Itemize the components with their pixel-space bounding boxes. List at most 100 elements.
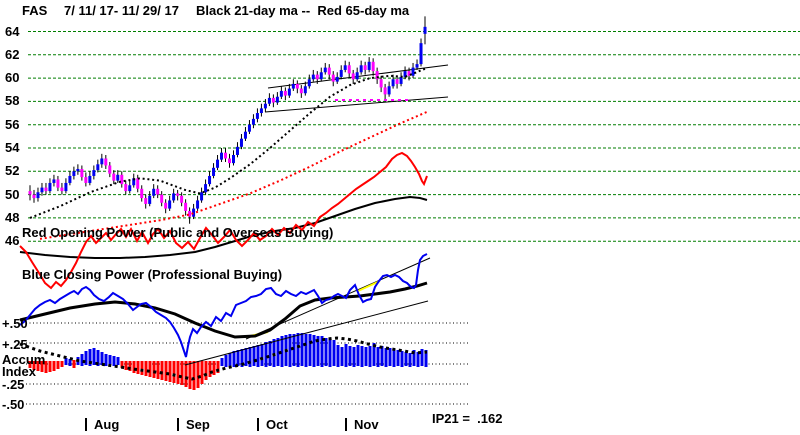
candle-down [295,83,299,89]
candle-up [132,178,136,186]
accum-bar [388,348,392,366]
candle-down [180,195,184,203]
candle-up [48,182,52,192]
accum-bar [112,356,116,366]
accum-bar [44,361,48,373]
accum-bar [224,355,228,367]
candle-up [367,61,371,70]
accum-level-label: -.50 [2,397,25,412]
accum-bar [324,338,328,366]
accum-bar [188,361,192,389]
candle-up [40,187,44,193]
accum-bar [184,361,188,387]
accum-bar [180,361,184,385]
accum-dotted-ma [19,336,428,381]
price-tick-label: 54 [5,140,20,155]
accum-bar [344,344,348,367]
accum-level-label: -.25 [2,377,25,392]
candle-down [224,152,228,159]
candle-up [231,154,235,164]
accum-bar [380,346,384,366]
accum-bar [232,351,236,367]
candle-up [279,90,283,97]
accum-bar [156,361,160,379]
candle-up [116,174,120,181]
candle-down [283,90,287,96]
price-tick-label: 64 [5,23,20,39]
price-tick-label: 58 [5,93,20,109]
price-tick-label: 48 [5,209,20,225]
accum-bar [248,347,252,367]
candle-up [212,167,216,176]
price-tick-label: 52 [5,163,20,179]
ma65-dotted [39,110,428,240]
candle-down [44,187,48,192]
accum-bar [80,354,84,366]
accum-bar [368,346,372,367]
accum-level-label: +.50 [2,316,28,331]
candle-up [172,193,176,201]
accum-bar [416,352,420,367]
price-trendline [264,96,449,113]
candle-up [76,168,80,172]
accum-bar [200,361,204,384]
price-tick-label: 50 [5,186,20,202]
accum-bar [352,347,356,367]
candle-up [267,97,271,104]
accum-bar [220,358,224,366]
accum-bar [176,361,180,384]
accum-bar [60,361,64,367]
accum-bar [328,338,332,367]
candle-up [148,195,152,204]
accum-index-label-line2: Index [2,364,36,379]
accum-bar [104,354,108,366]
accum-bar [312,335,316,367]
accum-bar [240,349,244,367]
candle-down [56,179,60,188]
accum-bar [268,341,272,366]
accum-bar [148,361,152,377]
candle-up [411,67,415,76]
candle-up [92,170,96,176]
opening-power-label: Red Opening Power (Public and Overseas B… [22,225,334,240]
candle-down [144,198,148,204]
candle-down [120,174,124,185]
accum-bar [400,351,404,367]
accum-bar [204,361,208,380]
price-tick-label: 62 [5,46,20,62]
candle-up [287,88,291,96]
candle-up [359,65,363,73]
candle-up [243,131,247,139]
candle-up [415,64,419,68]
accum-bar [92,348,96,365]
candle-up [335,76,339,82]
candle-down [379,79,383,88]
candle-down [383,87,387,95]
accum-bar [376,347,380,367]
candle-down [60,187,64,192]
accum-bar [252,346,256,366]
candle-up [88,175,92,183]
candle-down [164,202,168,209]
candle-down [80,168,84,178]
candle-up [303,86,307,94]
candle-down [395,79,399,84]
accum-bar [276,338,280,366]
candle-up [307,79,311,87]
candle-up [204,184,208,193]
accum-bar [296,333,300,367]
accum-bar [208,361,212,377]
accum-bar [172,361,176,383]
candle-down [363,65,367,70]
accum-bar [216,361,220,373]
candle-up [275,96,279,103]
accum-bar [236,350,240,366]
ma21-dotted [29,67,426,219]
closing-power-label: Blue Closing Power (Professional Buying) [22,267,283,282]
accum-bar [256,345,260,367]
ip21-label: IP21 = .162 [432,411,503,426]
accum-bar [396,350,400,366]
month-label-aug: Aug [85,418,119,431]
accum-bar [88,349,92,366]
